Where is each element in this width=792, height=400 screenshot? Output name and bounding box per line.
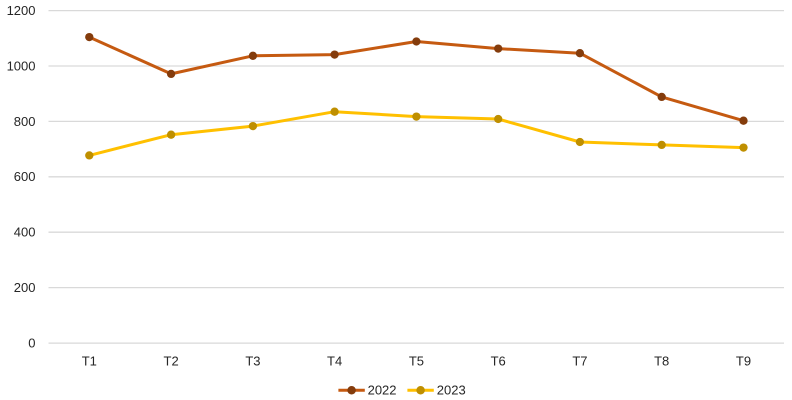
svg-text:T5: T5 <box>409 354 424 369</box>
svg-text:T4: T4 <box>327 354 342 369</box>
svg-text:400: 400 <box>14 225 36 240</box>
svg-text:T9: T9 <box>736 354 751 369</box>
svg-text:2022: 2022 <box>368 383 397 398</box>
svg-text:0: 0 <box>28 336 35 351</box>
svg-text:T8: T8 <box>654 354 669 369</box>
svg-text:T3: T3 <box>245 354 260 369</box>
svg-text:T1: T1 <box>82 354 97 369</box>
svg-text:800: 800 <box>14 114 36 129</box>
svg-text:1000: 1000 <box>7 58 36 73</box>
svg-text:T2: T2 <box>164 354 179 369</box>
svg-text:T7: T7 <box>572 354 587 369</box>
svg-text:200: 200 <box>14 280 36 295</box>
svg-text:1200: 1200 <box>7 3 36 18</box>
svg-text:T6: T6 <box>491 354 506 369</box>
svg-text:2023: 2023 <box>437 383 466 398</box>
svg-text:600: 600 <box>14 169 36 184</box>
